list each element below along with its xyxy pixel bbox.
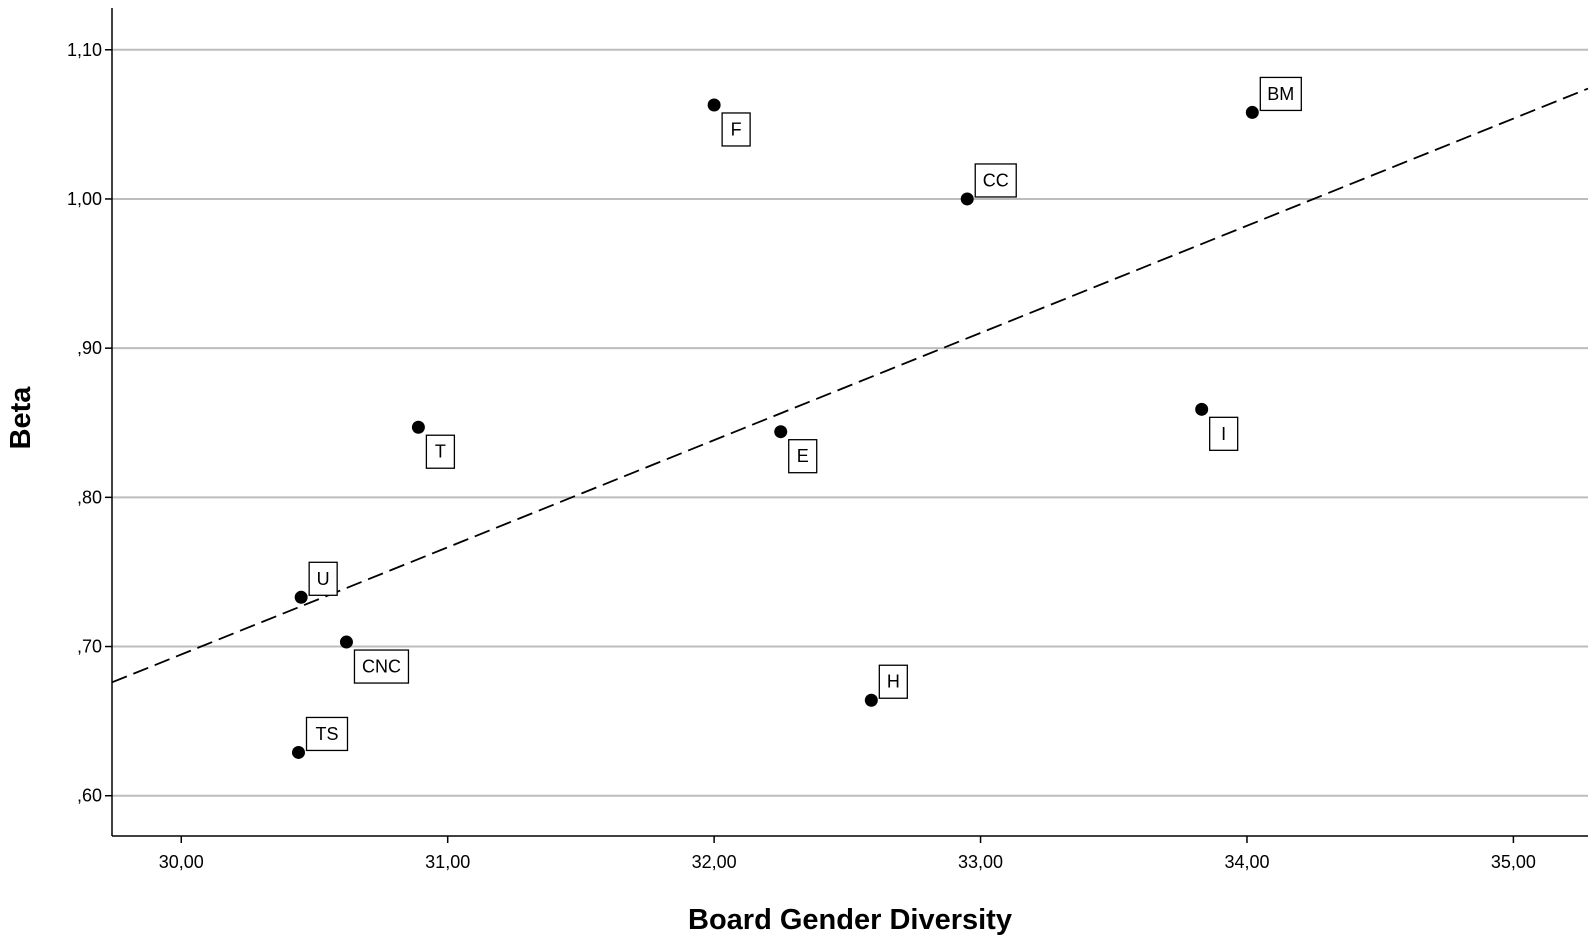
point-label-frame bbox=[353, 649, 410, 684]
point-label-box: CC bbox=[974, 163, 1017, 198]
point-label: I bbox=[1221, 424, 1226, 444]
point-label-frame bbox=[974, 163, 1017, 198]
fit-line-group bbox=[111, 87, 1589, 684]
data-point bbox=[1195, 402, 1209, 416]
point-label-frame bbox=[305, 716, 349, 752]
point-label-box: U bbox=[308, 561, 338, 596]
point-label: H bbox=[887, 672, 900, 692]
x-tick-label: 34,00 bbox=[1224, 852, 1269, 872]
x-tick-label: 35,00 bbox=[1491, 852, 1536, 872]
point-label: BM bbox=[1267, 84, 1294, 104]
y-tick-label: 1,10 bbox=[67, 40, 102, 60]
point-label-box: I bbox=[1209, 416, 1239, 451]
x-axis-title: Board Gender Diversity bbox=[688, 904, 1012, 936]
data-point bbox=[707, 98, 721, 112]
axes bbox=[105, 8, 1588, 843]
point-label-box: E bbox=[788, 439, 818, 474]
y-tick-label: ,90 bbox=[77, 338, 102, 358]
point-label: F bbox=[731, 119, 742, 139]
point-label-box: CNC bbox=[353, 649, 410, 684]
point-label-frame bbox=[721, 112, 751, 147]
x-tick-label: 30,00 bbox=[159, 852, 204, 872]
data-point bbox=[864, 693, 878, 707]
x-tick-label: 31,00 bbox=[425, 852, 470, 872]
point-label-frame bbox=[1209, 416, 1239, 451]
point-label-box: BM bbox=[1259, 76, 1302, 112]
data-point bbox=[774, 425, 788, 439]
point-label-box: TS bbox=[305, 716, 349, 752]
data-point bbox=[411, 420, 425, 434]
x-tick-label: 33,00 bbox=[958, 852, 1003, 872]
y-tick-label: ,80 bbox=[77, 487, 102, 507]
point-label-frame bbox=[425, 434, 456, 469]
point-label-frame bbox=[788, 439, 818, 474]
data-point bbox=[291, 745, 305, 759]
point-label-frame bbox=[308, 561, 338, 596]
point-label-box: H bbox=[878, 664, 908, 699]
fit-line bbox=[111, 87, 1589, 684]
x-tick-label: 32,00 bbox=[692, 852, 737, 872]
point-label-box: T bbox=[425, 434, 456, 469]
data-point bbox=[960, 192, 974, 206]
point-label: U bbox=[317, 569, 330, 589]
point-label-box: F bbox=[721, 112, 751, 147]
y-tick-label: 1,00 bbox=[67, 189, 102, 209]
point-label-frame bbox=[878, 664, 908, 699]
point-labels: U CNC TS T F E H CC I BM bbox=[305, 76, 1302, 752]
grid-lines bbox=[112, 48, 1588, 797]
y-axis-title: Beta bbox=[5, 386, 37, 450]
data-point bbox=[339, 635, 353, 649]
x-tick-labels: 30,00 31,00 32,00 33,00 34,00 35,00 bbox=[159, 852, 1536, 872]
y-tick-label: ,60 bbox=[77, 786, 102, 806]
point-label-frame bbox=[1259, 76, 1302, 112]
y-tick-labels: ,60 ,70 ,80 ,90 1,00 1,10 bbox=[67, 40, 102, 806]
data-point bbox=[294, 590, 308, 604]
point-label: CC bbox=[983, 170, 1009, 190]
point-label: TS bbox=[315, 724, 338, 744]
data-points bbox=[291, 98, 1259, 759]
point-label: E bbox=[797, 446, 809, 466]
y-tick-label: ,70 bbox=[77, 637, 102, 657]
data-point bbox=[1245, 105, 1259, 119]
point-label: CNC bbox=[362, 657, 401, 677]
point-label: T bbox=[435, 442, 446, 462]
